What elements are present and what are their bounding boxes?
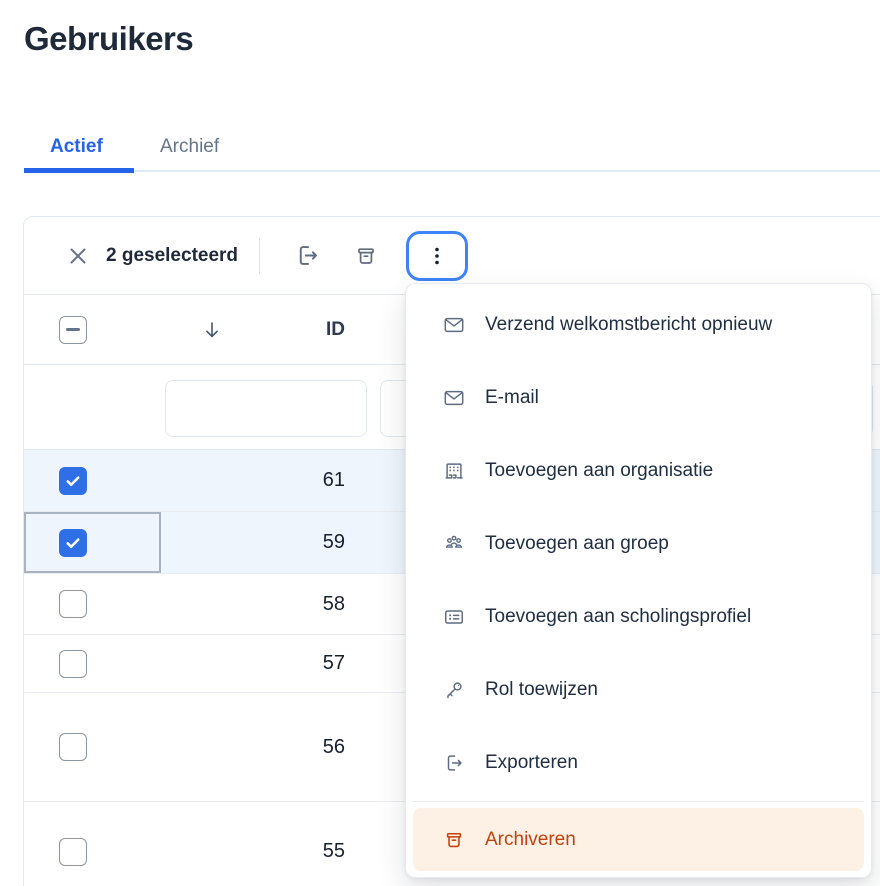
filter-cell-checkbox	[24, 365, 161, 449]
selection-count-label: 2 geselecteerd	[106, 244, 239, 266]
row-checkbox[interactable]	[59, 837, 87, 866]
mail-icon	[443, 314, 465, 336]
menu-item-export[interactable]: Exporteren	[406, 726, 871, 799]
archive-button[interactable]	[352, 242, 380, 270]
row-id-cell: 57	[322, 652, 345, 674]
column-header-id[interactable]: ID	[161, 295, 374, 364]
header-checkbox-cell	[24, 295, 161, 364]
menu-item-archive[interactable]: Archiveren	[413, 808, 864, 871]
sort-descending-icon[interactable]	[201, 319, 223, 341]
building-icon	[443, 460, 465, 482]
menu-item-label: Exporteren	[485, 751, 578, 773]
more-actions-button[interactable]	[406, 230, 469, 281]
menu-item-label: Archiveren	[485, 828, 576, 850]
column-header-id-label: ID	[326, 318, 345, 340]
table-row[interactable]: 55	[24, 802, 880, 886]
row-id-cell: 61	[322, 469, 345, 491]
row-id-cell: 56	[322, 735, 345, 758]
menu-item-label: Toevoegen aan organisatie	[485, 459, 714, 481]
row-checkbox-cell	[24, 693, 161, 801]
export-icon	[443, 752, 465, 774]
active-tab-indicator	[24, 168, 134, 173]
menu-item-assign-role[interactable]: Rol toewijzen	[406, 653, 871, 726]
select-all-checkbox[interactable]	[59, 315, 87, 344]
row-checkbox-cell-focused	[24, 512, 161, 573]
menu-item-add-to-group[interactable]: Toevoegen aan groep	[406, 507, 871, 580]
bulk-actions-menu: Verzend welkomstbericht opnieuw E-mail T…	[405, 283, 872, 878]
menu-item-add-to-organisation[interactable]: Toevoegen aan organisatie	[406, 434, 871, 507]
menu-divider	[413, 801, 864, 802]
id-card-icon	[443, 606, 465, 628]
check-icon	[66, 537, 80, 548]
kebab-menu-icon	[427, 244, 447, 268]
menu-item-label: Toevoegen aan scholingsprofiel	[485, 605, 752, 627]
row-checkbox[interactable]	[59, 590, 87, 618]
row-checkbox-cell	[24, 635, 161, 692]
filter-cell-id	[161, 365, 374, 449]
row-id-cell: 59	[322, 531, 345, 553]
id-filter-input[interactable]	[165, 380, 367, 437]
row-id-cell: 58	[322, 592, 345, 615]
page-title: Gebruikers	[24, 20, 194, 57]
menu-item-label: Toevoegen aan groep	[485, 532, 669, 554]
export-icon	[294, 242, 321, 269]
menu-item-label: Rol toewijzen	[485, 678, 598, 700]
toolbar-divider	[259, 237, 261, 274]
row-checkbox[interactable]	[59, 466, 87, 495]
clear-selection-button[interactable]	[65, 243, 91, 269]
export-button[interactable]	[292, 241, 322, 271]
row-checkbox-cell	[24, 450, 161, 511]
row-checkbox-cell	[24, 574, 161, 634]
tab-actief[interactable]: Actief	[50, 136, 103, 157]
menu-item-label: E-mail	[485, 386, 539, 408]
row-checkbox[interactable]	[59, 733, 87, 761]
check-icon	[66, 475, 80, 486]
menu-item-email[interactable]: E-mail	[406, 361, 871, 434]
menu-item-add-to-training-profile[interactable]: Toevoegen aan scholingsprofiel	[406, 580, 871, 653]
mail-icon	[443, 387, 465, 409]
tab-archief[interactable]: Archief	[160, 136, 220, 157]
archive-icon	[443, 829, 465, 851]
tab-baseline	[24, 170, 880, 172]
menu-item-resend-welcome[interactable]: Verzend welkomstbericht opnieuw	[406, 288, 871, 361]
tab-bar: Actief Archief	[0, 130, 880, 176]
group-icon	[443, 533, 465, 555]
indeterminate-dash-icon	[66, 327, 80, 332]
key-icon	[443, 679, 465, 701]
close-icon	[66, 244, 90, 268]
archive-icon	[354, 244, 378, 268]
row-checkbox[interactable]	[59, 649, 87, 678]
row-checkbox-cell	[24, 802, 161, 886]
row-id-cell: 55	[322, 840, 345, 862]
row-checkbox[interactable]	[59, 528, 87, 557]
menu-item-label: Verzend welkomstbericht opnieuw	[485, 313, 773, 335]
